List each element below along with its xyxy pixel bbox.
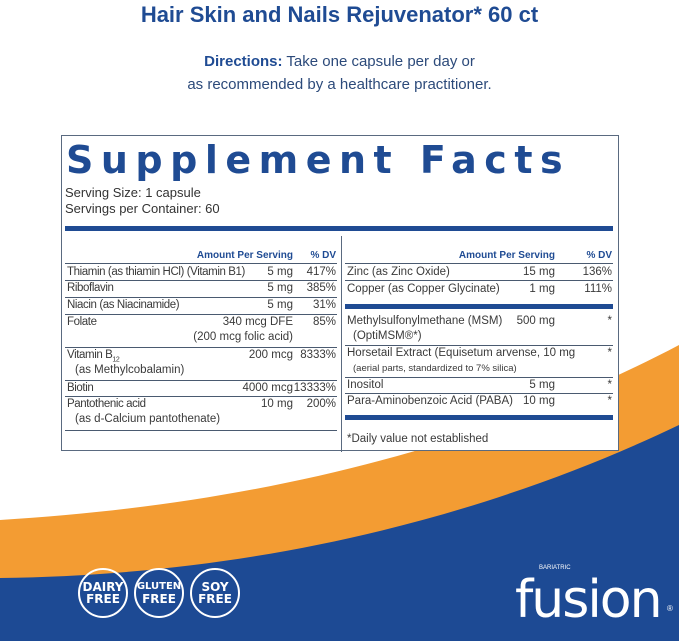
nutrient-name: Para-Aminobenzoic Acid (PABA) bbox=[347, 395, 513, 407]
nutrient-name: Niacin (as Niacinamide) bbox=[67, 299, 180, 311]
nutrient-row: Para-Aminobenzoic Acid (PABA) 10 mg * bbox=[345, 394, 613, 412]
nutrient-detail: (OptiMSM®*) bbox=[353, 330, 422, 342]
column-header-right: Amount Per Serving % DV bbox=[345, 248, 613, 264]
daily-value: 200% bbox=[306, 398, 336, 410]
amount: 15 mg bbox=[523, 266, 555, 278]
daily-value: 417% bbox=[306, 266, 336, 278]
nutrient-row: Folate 340 mcg DFE 85% (200 mcg folic acid) bbox=[65, 315, 337, 348]
amount: 500 mg bbox=[516, 315, 555, 327]
facts-heading: Supplement Facts bbox=[66, 138, 571, 182]
soy-free-badge: SOY FREE bbox=[190, 568, 240, 618]
daily-value: * bbox=[607, 347, 612, 359]
amount: 340 mcg DFE bbox=[222, 316, 293, 328]
dv-header: % DV bbox=[586, 250, 612, 261]
nutrient-detail: (200 mcg folic acid) bbox=[193, 331, 293, 343]
nutrient-name: Vitamin B12 bbox=[67, 349, 120, 364]
divider-bar bbox=[345, 415, 613, 420]
nutrient-name: Horsetail Extract (Equisetum arvense, 10… bbox=[347, 347, 576, 359]
nutrient-name: Methylsulfonylmethane (MSM) bbox=[347, 315, 503, 327]
amount: 5 mg bbox=[267, 266, 293, 278]
gluten-free-badge: GLUTEN FREE bbox=[134, 568, 184, 618]
amount: 200 mcg bbox=[248, 349, 293, 361]
nutrient-row: Inositol 5 mg * bbox=[345, 378, 613, 394]
daily-value: 13333% bbox=[293, 382, 336, 394]
nutrient-name: Folate bbox=[67, 316, 97, 328]
serving-size: Serving Size: 1 capsule bbox=[65, 185, 201, 200]
nutrient-row: Methylsulfonylmethane (MSM) 500 mg * (OptiM… bbox=[345, 314, 613, 346]
nutrient-row: Vitamin B12 200 mcg 8333% (as Methylcobalam… bbox=[65, 348, 337, 381]
amount: 5 mg bbox=[529, 379, 555, 391]
amount: 4000 mcg bbox=[242, 382, 293, 394]
amount: 1 mg bbox=[529, 283, 555, 295]
nutrient-name: Zinc (as Zinc Oxide) bbox=[347, 266, 450, 278]
nutrient-name: Riboflavin bbox=[67, 282, 114, 294]
nutrient-row: Thiamin (as thiamin HCl) (Vitamin B1) 5 m… bbox=[65, 265, 337, 281]
daily-value: 8333% bbox=[300, 349, 336, 361]
nutrient-row: Biotin 4000 mcg 13333% bbox=[65, 381, 337, 397]
daily-value: * bbox=[607, 315, 612, 327]
directions-label: Directions: bbox=[204, 53, 283, 70]
nutrient-row: Horsetail Extract (Equisetum arvense, 10… bbox=[345, 346, 613, 378]
amount-header: Amount Per Serving bbox=[458, 250, 555, 261]
daily-value: * bbox=[607, 379, 612, 391]
directions-line-1: Take one capsule per day or bbox=[286, 53, 475, 70]
nutrient-row: Riboflavin 5 mg 385% bbox=[65, 281, 337, 298]
nutrient-detail: (as Methylcobalamin) bbox=[75, 364, 185, 376]
daily-value: 85% bbox=[312, 316, 336, 328]
amount: 5 mg bbox=[267, 282, 293, 294]
directions: Directions: Take one capsule per day or … bbox=[0, 50, 679, 96]
daily-value: * bbox=[607, 395, 612, 407]
footnote: *Daily value not established bbox=[347, 433, 489, 445]
divider-bar bbox=[345, 304, 613, 309]
directions-line-2: as recommended by a healthcare practitio… bbox=[187, 76, 492, 93]
column-header-left: Amount Per Serving % DV bbox=[65, 248, 337, 264]
nutrient-name: Pantothenic acid bbox=[67, 398, 146, 410]
daily-value: 385% bbox=[306, 282, 336, 294]
amount: 10 mg bbox=[523, 395, 555, 407]
divider-bar bbox=[65, 226, 613, 231]
nutrient-name: Thiamin (as thiamin HCl) (Vitamin B1) bbox=[67, 266, 245, 278]
column-divider bbox=[341, 236, 342, 452]
nutrient-row: Niacin (as Niacinamide) 5 mg 31% bbox=[65, 298, 337, 315]
nutrient-name: Biotin bbox=[67, 382, 94, 394]
nutrient-name: Copper (as Copper Glycinate) bbox=[347, 283, 500, 295]
servings-per-container: Servings per Container: 60 bbox=[65, 201, 220, 216]
dairy-free-badge: DAIRY FREE bbox=[78, 568, 128, 618]
nutrient-row: Zinc (as Zinc Oxide) 15 mg 136% bbox=[345, 265, 613, 281]
nutrient-row: Pantothenic acid 10 mg 200% (as d-Calcium p… bbox=[65, 397, 337, 431]
amount-header: Amount Per Serving bbox=[196, 250, 293, 261]
nutrient-detail: (aerial parts, standardized to 7% silica… bbox=[353, 363, 517, 374]
daily-value: 111% bbox=[584, 283, 612, 295]
daily-value: 31% bbox=[312, 299, 336, 311]
dv-header: % DV bbox=[310, 250, 336, 261]
nutrient-name: Inositol bbox=[347, 379, 384, 391]
amount: 5 mg bbox=[267, 299, 293, 311]
amount: 10 mg bbox=[261, 398, 293, 410]
nutrient-detail: (as d-Calcium pantothenate) bbox=[75, 413, 221, 425]
bariatric-fusion-logo: BARIATRIC fusion ® bbox=[515, 565, 673, 630]
supplement-facts-panel: Supplement Facts Serving Size: 1 capsule… bbox=[61, 135, 619, 452]
product-title: Hair Skin and Nails Rejuvenator* 60 ct bbox=[140, 2, 539, 27]
nutrient-row: Copper (as Copper Glycinate) 1 mg 111% bbox=[345, 282, 613, 299]
daily-value: 136% bbox=[582, 266, 612, 278]
